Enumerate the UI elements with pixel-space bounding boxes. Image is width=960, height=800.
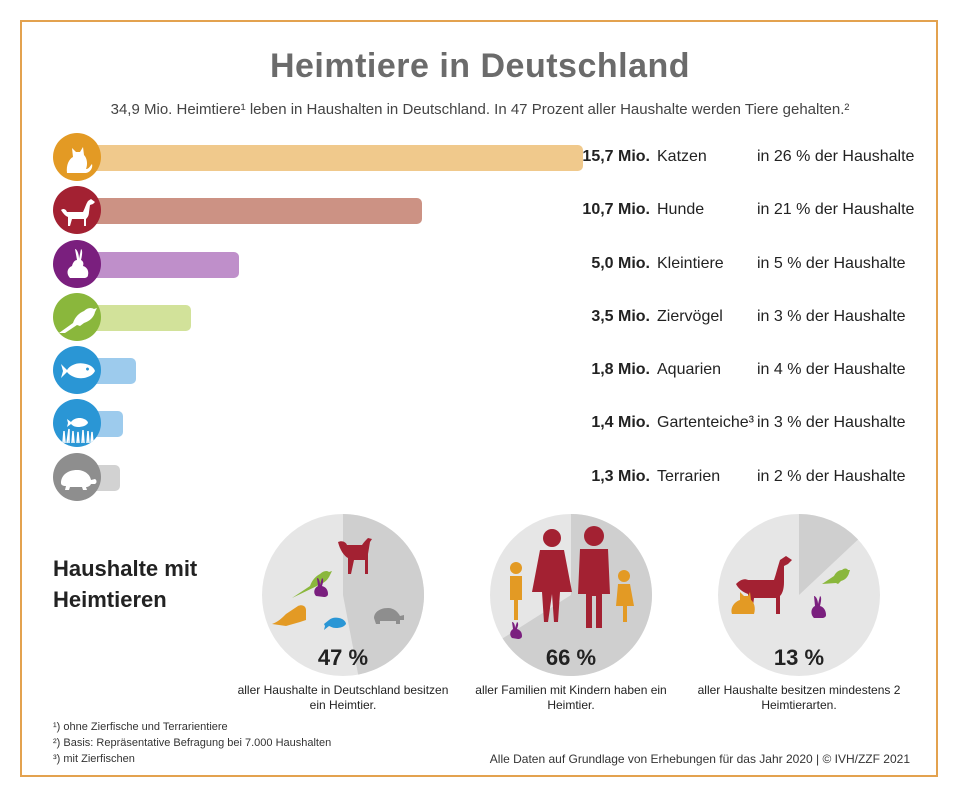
bar-value-label: 1,8 Mio. [591,361,650,378]
pie-percent-label: 66 % [545,645,597,670]
pie-percent-label: 47 % [317,645,369,670]
household-share-label: in 4 % der Haushalte [757,361,906,378]
household-share-label: in 26 % der Haushalte [757,148,915,165]
frame-border [20,20,938,777]
bar-value-label: 3,5 Mio. [591,308,650,325]
pie-description: aller Familien mit Kindern haben ein Hei… [475,683,667,712]
bar-row: 15,7 Mio. Katzen in 26 % der Haushalte [0,131,960,181]
bar-category-label: Aquarien [657,361,722,378]
page-title: Heimtiere in Deutschland [269,47,691,85]
footnote-1: ¹) ohne Zierfische und Terrarientiere [53,721,228,733]
household-share-label: in 3 % der Haushalte [757,414,906,431]
pie-percent-label: 13 % [773,645,825,670]
bar-value-label: 1,4 Mio. [591,414,650,431]
bar-row: 10,7 Mio. Hunde in 21 % der Haushalte [0,184,960,234]
pie-illustration [731,556,850,618]
bar-row: 3,5 Mio. Ziervögel in 3 % der Haushalte [0,291,960,341]
bar-row: 5,0 Mio. Kleintiere in 5 % der Haushalte [0,238,960,288]
bar-row: 1,8 Mio. Aquarien in 4 % der Haushalte [0,344,960,394]
rabbit-icon [53,240,101,288]
bar-category-label: Gartenteiche³ [657,414,754,431]
pie-description: aller Haushalte besitzen mindestens 2 He… [697,683,901,712]
bar-row: 1,3 Mio. Terrarien in 2 % der Haushalte [0,451,960,501]
bar-value-label: 15,7 Mio. [582,148,650,165]
household-share-label: in 3 % der Haushalte [757,308,906,325]
pie-chart [718,514,880,676]
bar-category-label: Katzen [657,148,707,165]
page-subtitle: 34,9 Mio. Heimtiere¹ leben in Haushalten… [110,101,850,118]
bar [78,252,239,278]
bird-icon [53,293,101,341]
household-share-label: in 5 % der Haushalte [757,255,906,272]
footnote-3: ³) mit Zierfischen [53,753,135,765]
bar-category-label: Hunde [657,201,705,218]
bar-value-label: 5,0 Mio. [591,255,650,272]
footnote-2: ²) Basis: Repräsentative Befragung bei 7… [53,737,332,749]
pie-share-slice [502,514,652,676]
fish-icon [53,346,101,394]
section-title: Haushalte mit Heimtieren [53,556,198,612]
household-share-label: in 21 % der Haushalte [757,201,915,218]
turtle-icon [53,453,101,501]
credit-line: Alle Daten auf Grundlage von Erhebungen … [489,752,910,766]
household-share-label: in 2 % der Haushalte [757,468,906,485]
bar [78,145,583,171]
pond-icon [53,399,101,447]
cat-icon [53,133,101,181]
bar-category-label: Terrarien [657,468,721,485]
bar-value-label: 10,7 Mio. [582,201,650,218]
bar-value-label: 1,3 Mio. [591,468,650,485]
pie-chart [490,514,652,676]
bar-category-label: Kleintiere [657,255,724,272]
pie-description: aller Haushalte in Deutschland besitzen … [237,683,449,712]
bar-row: 1,4 Mio. Gartenteiche³ in 3 % der Haushalt… [0,397,960,447]
bar-category-label: Ziervögel [657,308,723,325]
pie-illustration [272,538,404,630]
pie-share-slice [799,514,859,595]
pie-chart [262,514,424,676]
dog-icon [53,186,101,234]
bar [78,198,423,224]
pie-illustration [510,526,634,639]
